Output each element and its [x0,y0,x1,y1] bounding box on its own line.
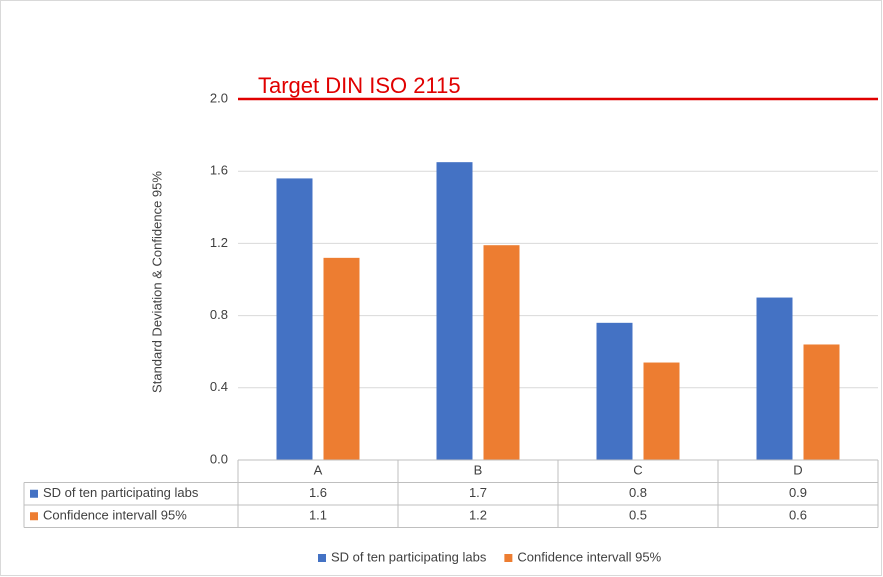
table-row-header: SD of ten participating labs [43,485,199,500]
bar [596,322,633,460]
y-tick-label: 1.6 [210,163,228,178]
target-label: Target DIN ISO 2115 [258,73,461,98]
table-cell: 0.8 [629,485,647,500]
table-cell: 0.9 [789,485,807,500]
bar [483,245,520,460]
bar [276,178,313,461]
bar [643,362,680,460]
legend-label: SD of ten participating labs [331,549,487,564]
bar [803,344,840,460]
table-cell: 1.6 [309,485,327,500]
y-tick-label: 2.0 [210,90,228,105]
table-legend-key [30,512,38,521]
x-tick-label: C [633,463,642,478]
x-tick-label: B [474,463,483,478]
bar [436,162,473,461]
y-tick-label: 0.0 [210,451,228,466]
table-cell: 1.2 [469,508,487,523]
table-cell: 1.7 [469,485,487,500]
table-row-header: Confidence intervall 95% [43,508,187,523]
bar [323,257,360,460]
legend-key [318,554,326,562]
table-legend-key [30,489,38,498]
y-tick-label: 0.4 [210,379,228,394]
y-tick-label: 0.8 [210,307,228,322]
bar [756,297,793,460]
table-cell: 0.5 [629,508,647,523]
y-axis-label: Standard Deviation & Confidence 95% [149,171,164,393]
legend-label: Confidence intervall 95% [517,549,661,564]
x-tick-label: D [793,463,802,478]
y-tick-label: 1.2 [210,235,228,250]
table-cell: 0.6 [789,508,807,523]
table-cell: 1.1 [309,508,327,523]
legend-key [504,554,513,562]
x-tick-label: A [314,463,323,478]
